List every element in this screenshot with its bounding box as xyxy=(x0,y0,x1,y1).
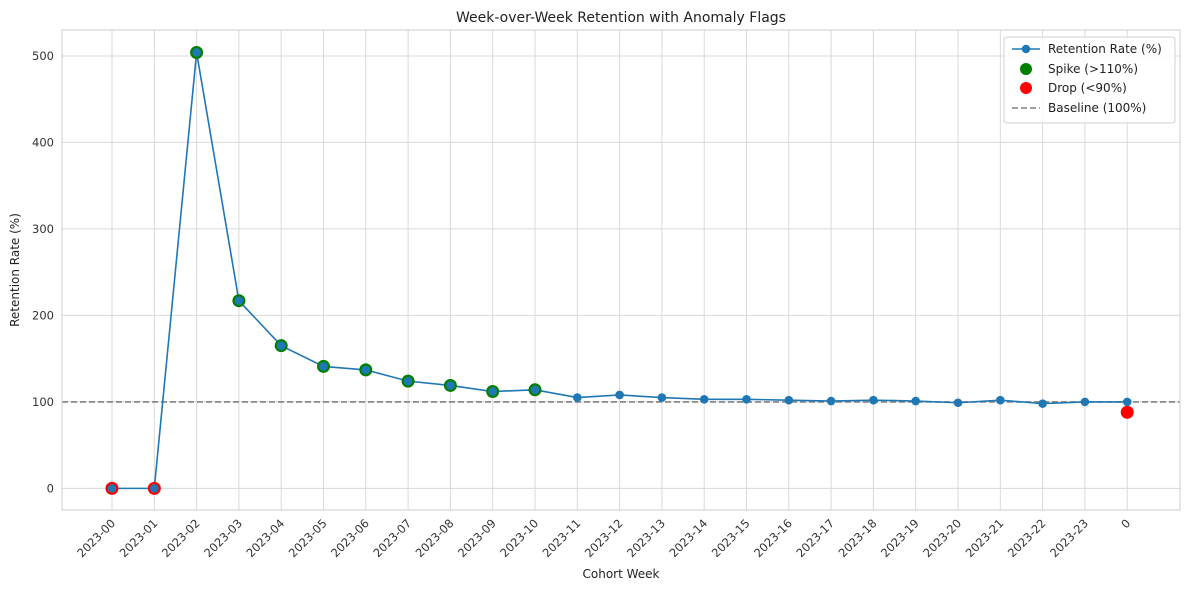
x-tick-label: 2023-17 xyxy=(793,516,837,560)
x-tick-label: 2023-19 xyxy=(878,516,922,560)
legend-line-marker xyxy=(1021,44,1031,54)
retention-point xyxy=(869,395,878,405)
retention-point xyxy=(446,381,455,390)
legend-label-baseline: Baseline (100%) xyxy=(1048,101,1146,115)
retention-point xyxy=(573,393,582,402)
x-axis-ticks: 2023-002023-012023-022023-032023-042023-… xyxy=(74,516,1133,560)
retention-point xyxy=(403,376,413,386)
x-tick-label: 2023-07 xyxy=(370,516,414,560)
x-tick-label: 2023-15 xyxy=(709,516,753,560)
retention-point xyxy=(699,394,709,404)
retention-point xyxy=(1122,397,1132,407)
retention-point xyxy=(657,393,667,402)
chart-title: Week-over-Week Retention with Anomaly Fl… xyxy=(456,10,786,26)
x-tick-label: 2023-02 xyxy=(159,516,203,560)
y-axis-label: Retention Rate (%) xyxy=(8,213,22,327)
legend: Retention Rate (%) Spike (>110%) Drop (<… xyxy=(1003,36,1176,124)
legend-box xyxy=(1003,36,1176,124)
retention-point xyxy=(826,396,836,406)
x-tick-label: 2023-23 xyxy=(1047,516,1091,560)
x-tick-label: 2023-16 xyxy=(751,516,795,560)
legend-label-retention: Retention Rate (%) xyxy=(1048,42,1162,56)
retention-point xyxy=(107,484,117,493)
retention-point xyxy=(361,365,371,375)
retention-point xyxy=(953,398,963,408)
x-tick-label: 2023-06 xyxy=(328,516,372,560)
drop-marker xyxy=(1120,405,1134,419)
legend-spike-swatch xyxy=(1020,63,1032,75)
legend-label-spike: Spike (>110%) xyxy=(1048,62,1138,76)
x-tick-label: 2023-11 xyxy=(540,516,584,560)
marker-layer xyxy=(105,45,1134,495)
retention-point xyxy=(1080,397,1090,407)
x-tick-label: 2023-20 xyxy=(920,516,964,560)
retention-point xyxy=(234,296,244,306)
retention-point xyxy=(530,385,540,395)
x-tick-label: 2023-13 xyxy=(624,516,668,560)
legend-drop-swatch xyxy=(1020,82,1032,94)
retention-point xyxy=(150,484,159,493)
retention-point xyxy=(488,387,498,396)
x-tick-label: 2023-03 xyxy=(201,516,245,560)
grid-lines xyxy=(62,30,1180,510)
plot-frame xyxy=(61,29,1181,511)
x-tick-label: 2023-22 xyxy=(1005,516,1049,560)
x-tick-label: 2023-21 xyxy=(963,516,1007,560)
x-tick-label: 2023-12 xyxy=(582,516,626,560)
y-tick-label: 200 xyxy=(32,308,54,322)
retention-point xyxy=(996,395,1005,405)
retention-point xyxy=(911,396,920,406)
retention-point xyxy=(1038,399,1047,408)
retention-point xyxy=(192,48,201,57)
retention-point xyxy=(784,395,794,405)
y-tick-label: 100 xyxy=(32,395,54,409)
x-axis-label: Cohort Week xyxy=(583,567,660,581)
retention-point xyxy=(615,390,624,400)
x-tick-label: 2023-14 xyxy=(666,516,710,560)
retention-point xyxy=(319,362,328,371)
y-tick-label: 0 xyxy=(47,481,54,495)
x-tick-label: 2023-05 xyxy=(286,516,330,560)
retention-point xyxy=(276,341,286,350)
y-axis-ticks: 0 100 200 300 400 500 xyxy=(32,49,54,495)
x-tick-label: 2023-00 xyxy=(74,516,118,560)
x-tick-label: 2023-08 xyxy=(413,516,457,560)
x-tick-label: 0 xyxy=(1118,516,1133,531)
x-tick-label: 2023-04 xyxy=(243,516,287,560)
legend-label-drop: Drop (<90%) xyxy=(1048,81,1127,95)
x-tick-label: 2023-01 xyxy=(117,516,161,560)
y-tick-label: 300 xyxy=(32,222,54,236)
x-tick-label: 2023-10 xyxy=(497,516,541,560)
y-tick-label: 400 xyxy=(32,135,54,149)
retention-point xyxy=(742,394,751,404)
y-tick-label: 500 xyxy=(32,49,54,63)
x-tick-label: 2023-18 xyxy=(836,516,880,560)
x-tick-label: 2023-09 xyxy=(455,516,499,560)
